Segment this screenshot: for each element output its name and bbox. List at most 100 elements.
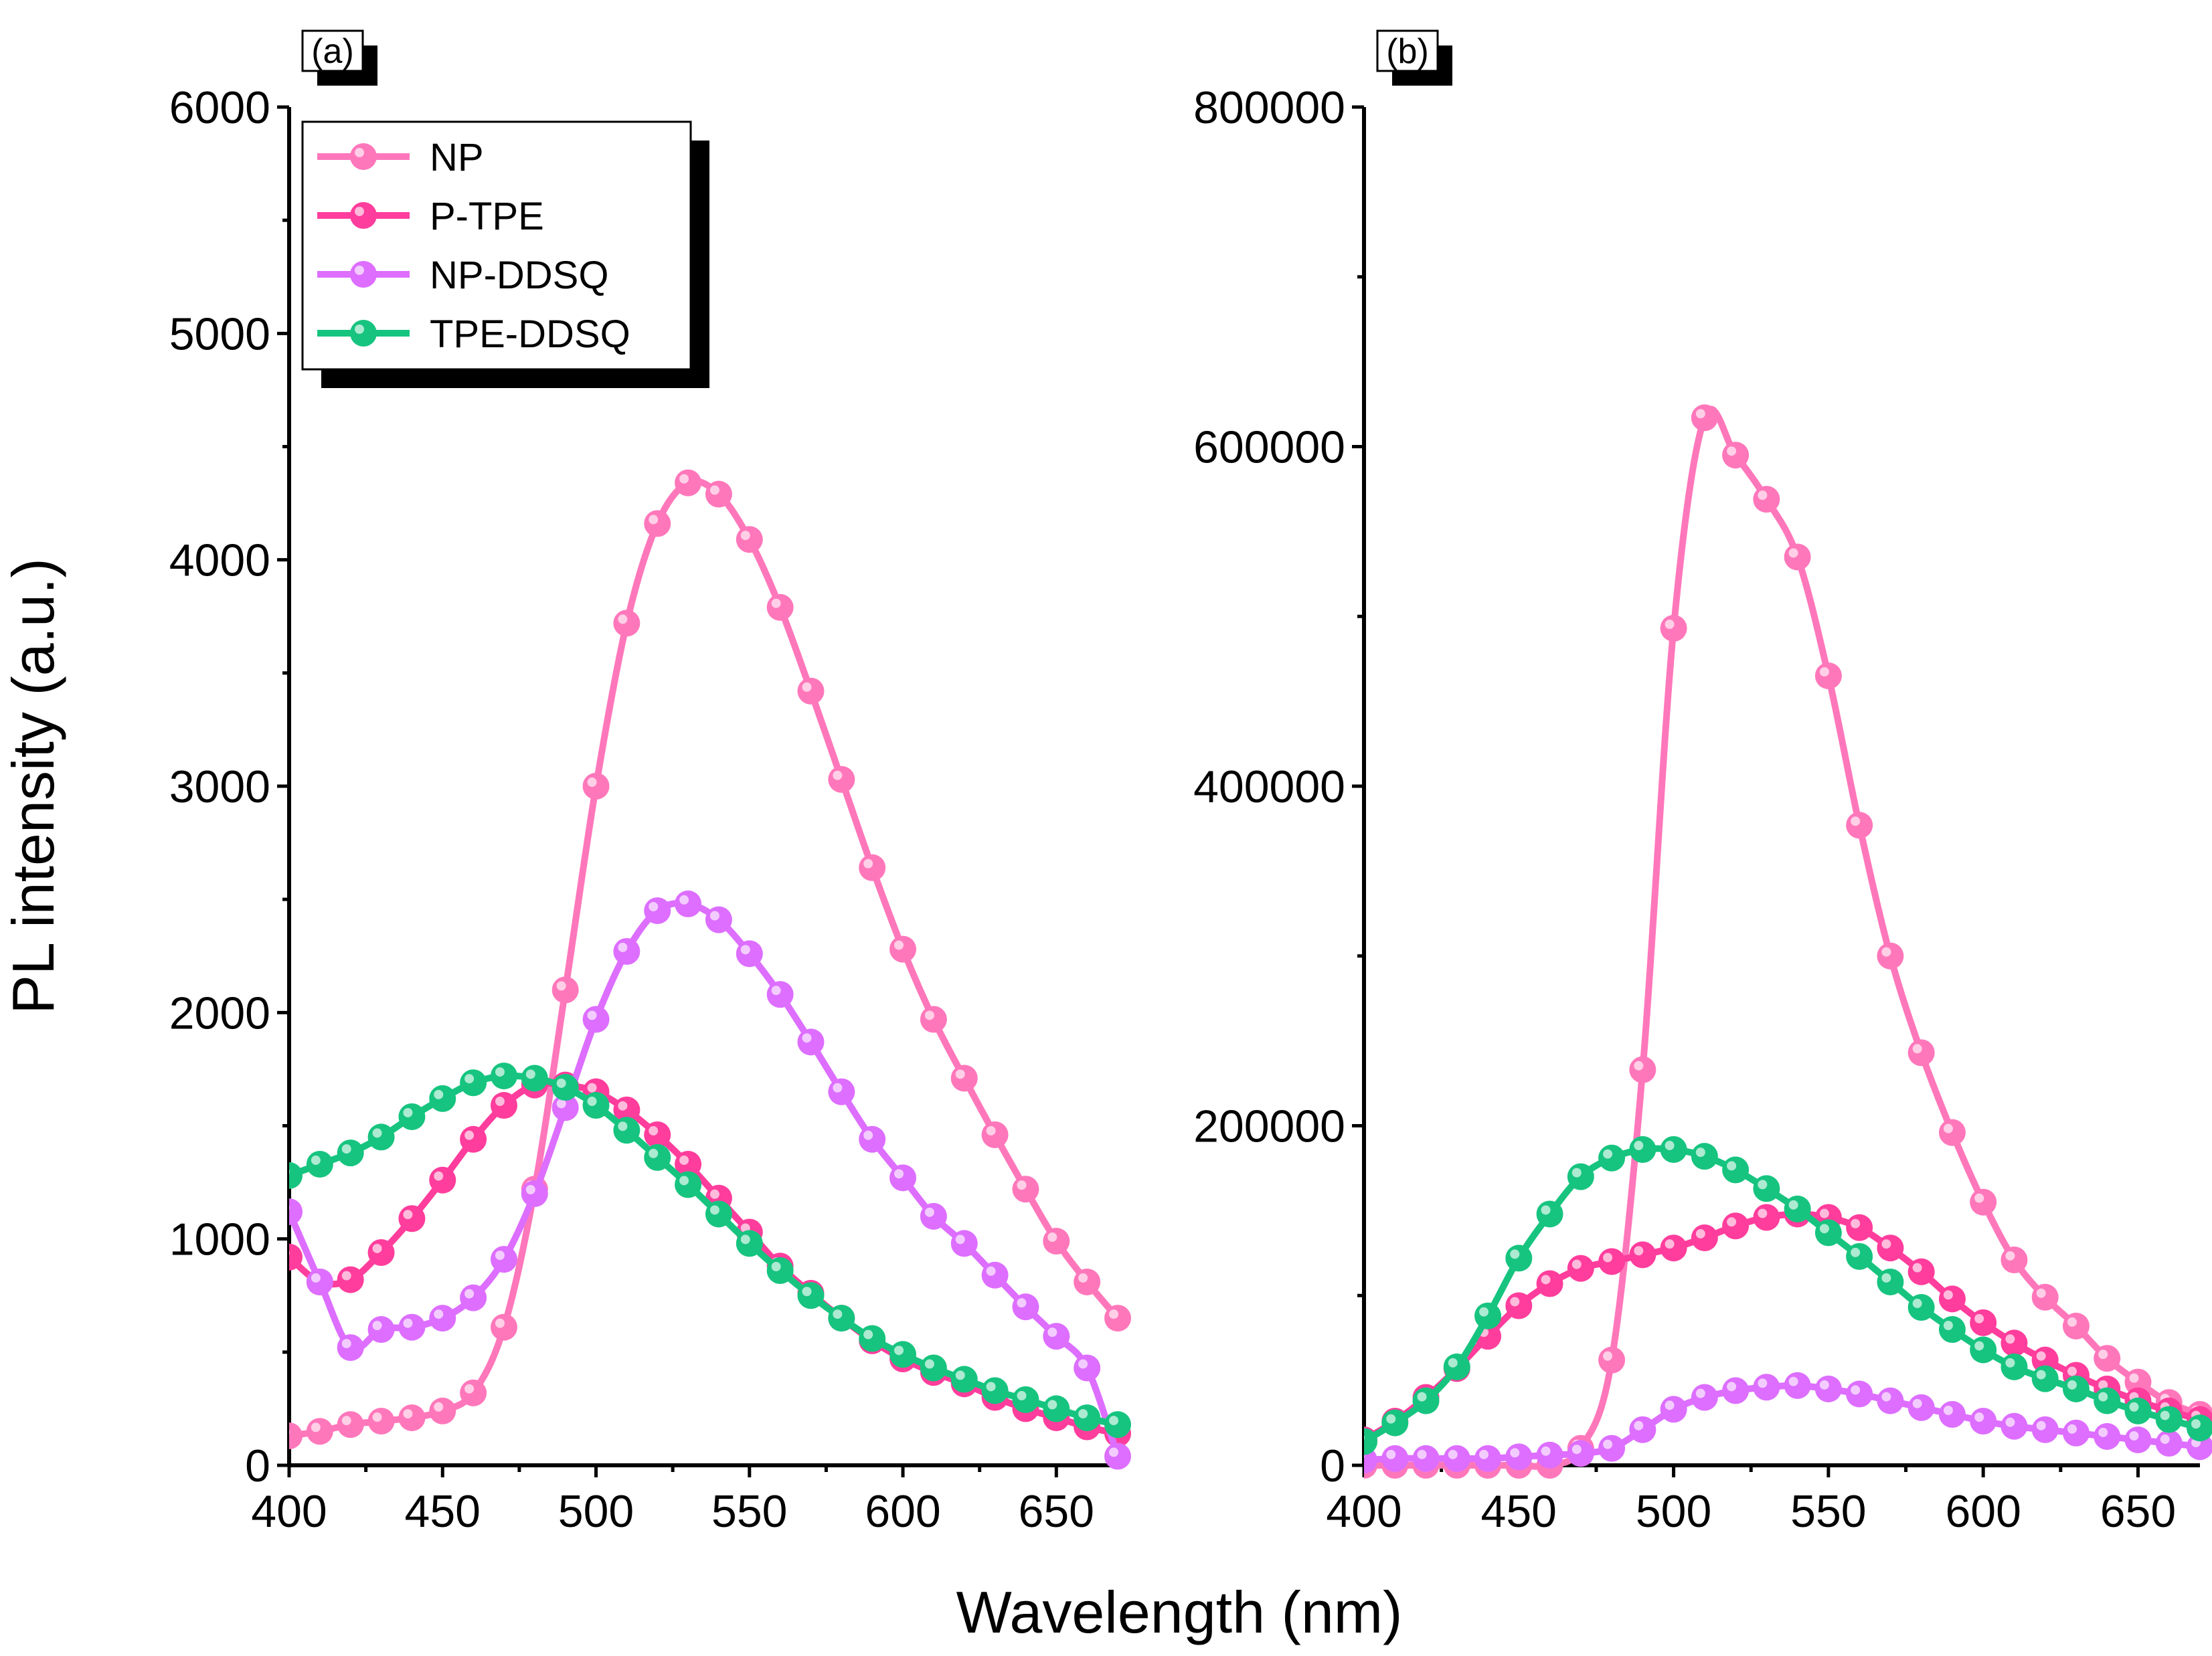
- data-point-highlight: [709, 1205, 719, 1215]
- data-point: [1753, 1204, 1780, 1231]
- x-tick-label: 650: [1019, 1486, 1094, 1537]
- data-point-highlight: [587, 777, 597, 787]
- panel-a: 0 1000 2000 3000 4000 5000 6000 400 450 500 550 600…: [169, 29, 1131, 1537]
- data-point-highlight: [1788, 548, 1798, 558]
- data-point: [1938, 1400, 1966, 1428]
- data-point-highlight: [341, 1144, 351, 1154]
- x-tick-label: 600: [865, 1486, 940, 1537]
- data-point-highlight: [1109, 1309, 1118, 1319]
- data-point-highlight: [740, 1234, 750, 1245]
- data-point-highlight: [495, 1318, 505, 1328]
- data-point: [1043, 1395, 1070, 1422]
- legend-label: NP: [430, 136, 484, 179]
- data-point: [1104, 1443, 1131, 1470]
- data-point-highlight: [833, 1309, 843, 1319]
- data-point: [1691, 1224, 1718, 1251]
- legend-marker-highlight: [355, 266, 364, 275]
- data-point-highlight: [1109, 1447, 1118, 1457]
- panel-label-box: [1376, 29, 1439, 72]
- data-point: [367, 1238, 395, 1266]
- data-point-highlight: [1017, 1298, 1027, 1308]
- data-point: [1364, 1428, 1377, 1455]
- data-point-highlight: [2160, 1410, 2170, 1420]
- data-point: [736, 940, 763, 968]
- data-point-highlight: [434, 1309, 444, 1319]
- data-point: [1505, 1443, 1533, 1471]
- data-point: [337, 1139, 364, 1167]
- legend-marker-highlight: [355, 325, 364, 334]
- legend-entry-tpe-ddsq: TPE-DDSQ: [317, 312, 630, 356]
- data-point: [797, 1282, 825, 1309]
- data-point: [859, 1125, 886, 1153]
- x-tick-label: 450: [405, 1486, 481, 1537]
- data-point: [582, 773, 610, 800]
- data-point: [1877, 1234, 1904, 1262]
- data-point-highlight: [1727, 1217, 1737, 1227]
- data-point-highlight: [403, 1210, 413, 1220]
- data-point: [429, 1085, 456, 1112]
- data-point-highlight: [1758, 1378, 1768, 1388]
- data-point-highlight: [464, 1289, 475, 1299]
- data-point: [1784, 1372, 1811, 1399]
- data-point-highlight: [1851, 1218, 1861, 1228]
- data-point-highlight: [2036, 1351, 2046, 1361]
- data-point: [2094, 1345, 2121, 1372]
- legend-entry-np: NP: [317, 136, 484, 179]
- data-point-highlight: [495, 1067, 505, 1077]
- data-point: [337, 1334, 364, 1362]
- data-point-highlight: [1634, 1141, 1644, 1151]
- data-point: [1814, 1375, 1842, 1402]
- data-point: [551, 1073, 579, 1101]
- data-point-highlight: [802, 1287, 812, 1297]
- data-point: [1970, 1336, 1997, 1364]
- series-line: [1364, 1382, 2203, 1464]
- data-point-highlight: [2129, 1373, 2139, 1383]
- data-point: [644, 1143, 671, 1171]
- data-point: [1938, 1316, 1966, 1343]
- data-point-highlight: [403, 1107, 413, 1117]
- data-point: [1567, 1163, 1594, 1190]
- x-tick-label: 400: [1326, 1486, 1401, 1537]
- data-point-highlight: [1695, 1147, 1705, 1158]
- data-point-highlight: [679, 474, 689, 484]
- data-point: [1814, 662, 1842, 690]
- y-tick-label: 3000: [169, 761, 270, 812]
- data-point-highlight: [1665, 1141, 1675, 1151]
- data-point-highlight: [2067, 1424, 2077, 1434]
- data-point-highlight: [1881, 1392, 1891, 1402]
- data-point-highlight: [1695, 409, 1705, 419]
- data-point: [613, 610, 641, 637]
- data-point-highlight: [1571, 1259, 1582, 1269]
- data-point-highlight: [833, 1083, 843, 1093]
- data-point: [1536, 1270, 1563, 1297]
- data-point: [490, 1246, 517, 1273]
- data-point: [289, 1198, 303, 1226]
- data-point: [1660, 1396, 1687, 1423]
- data-point-highlight: [771, 598, 781, 608]
- data-point: [1598, 1435, 1626, 1462]
- data-point-highlight: [1510, 1448, 1520, 1458]
- data-point: [551, 976, 579, 1004]
- data-point-highlight: [986, 1126, 996, 1136]
- data-point: [337, 1411, 364, 1439]
- data-point-highlight: [1047, 1327, 1057, 1338]
- data-point-highlight: [1788, 1376, 1798, 1386]
- data-point: [859, 854, 886, 881]
- x-tick-label: 400: [251, 1486, 327, 1537]
- data-point-highlight: [618, 1101, 628, 1111]
- data-point-highlight: [1695, 1388, 1705, 1398]
- data-point-highlight: [1078, 1273, 1088, 1283]
- legend-marker: [350, 261, 377, 288]
- data-point-highlight: [1479, 1307, 1489, 1317]
- legend-marker: [350, 202, 377, 229]
- data-point-highlight: [372, 1321, 382, 1330]
- data-point-highlight: [1665, 1400, 1675, 1410]
- data-point-highlight: [556, 1078, 566, 1088]
- data-point: [1938, 1285, 1966, 1313]
- data-point-highlight: [1727, 1161, 1737, 1171]
- data-point-highlight: [587, 1083, 597, 1093]
- data-point: [2001, 1412, 2028, 1440]
- data-point-highlight: [2036, 1288, 2046, 1298]
- y-axis-title: PL intensity (a.u.): [0, 558, 66, 1014]
